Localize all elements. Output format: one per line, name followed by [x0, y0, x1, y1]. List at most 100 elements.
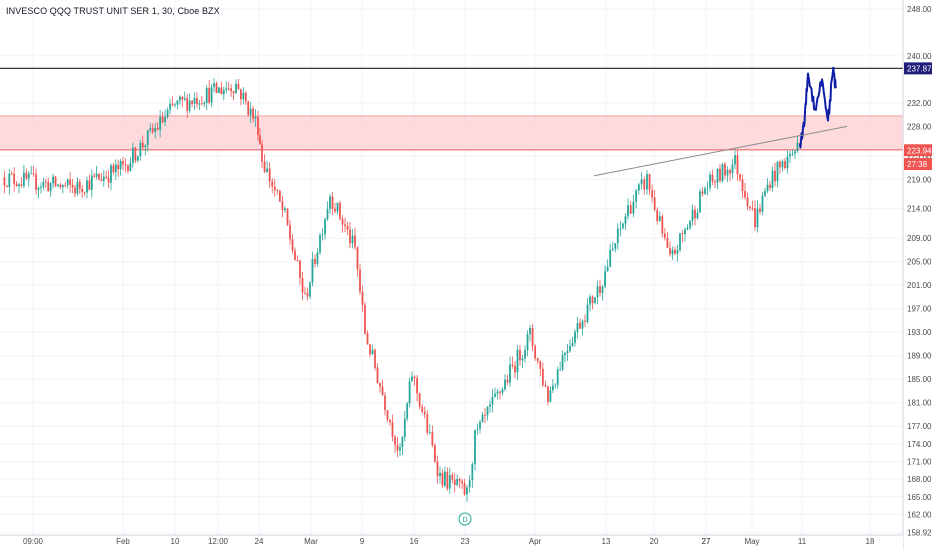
- price-badge-label: 223.94: [907, 146, 932, 155]
- candle-body: [237, 83, 240, 90]
- candle-body: [232, 91, 235, 94]
- candle-body: [721, 164, 724, 181]
- x-axis-background: [0, 535, 903, 550]
- candle-body: [200, 103, 203, 105]
- candle-body: [754, 208, 756, 228]
- x-tick-label: 16: [410, 537, 419, 546]
- candle-body: [741, 179, 744, 192]
- candle-body: [689, 220, 691, 228]
- candle-body: [83, 191, 86, 193]
- candle-body: [294, 250, 296, 261]
- candle-body: [263, 161, 266, 173]
- candle-body: [394, 436, 396, 445]
- projection-path: [799, 66, 837, 149]
- candle-body: [3, 177, 6, 186]
- candle-body: [604, 271, 606, 287]
- candle-body: [218, 87, 220, 93]
- candle-body: [759, 208, 761, 212]
- candle-body: [635, 190, 638, 202]
- candle-body: [674, 249, 676, 254]
- candle-body: [724, 164, 726, 176]
- candle-body: [411, 376, 413, 382]
- candle-body: [381, 386, 384, 396]
- candle-body: [376, 367, 379, 383]
- candle-body: [751, 207, 754, 209]
- candle-body: [453, 479, 456, 486]
- candle-body: [334, 208, 336, 212]
- y-tick-label: 205.00: [907, 258, 932, 267]
- candle-body: [268, 168, 271, 182]
- candle-body: [466, 487, 468, 495]
- candle-body: [144, 145, 147, 148]
- candle-body: [622, 223, 624, 228]
- candle-body: [95, 173, 98, 177]
- candle-body: [44, 181, 47, 183]
- candle-body: [504, 379, 506, 390]
- candle-body: [714, 181, 716, 183]
- candle-body: [66, 179, 69, 186]
- candle-body: [213, 83, 215, 88]
- y-axis-background: [903, 0, 932, 550]
- candle-body: [40, 186, 42, 188]
- candle-body: [93, 175, 96, 177]
- y-tick-label: 171.00: [907, 458, 932, 467]
- candle-body: [524, 349, 526, 359]
- candle-body: [117, 164, 120, 170]
- candle-body: [746, 197, 749, 207]
- candle-body: [731, 164, 734, 174]
- candle-body: [119, 161, 122, 170]
- candle-body: [225, 88, 228, 91]
- candle-body: [709, 174, 711, 188]
- candle-body: [686, 227, 689, 230]
- candle-body: [311, 258, 314, 283]
- price-badge: [904, 158, 932, 171]
- candle-body: [329, 196, 331, 210]
- candle-body: [286, 208, 289, 225]
- candle-body: [579, 322, 581, 329]
- candle-body: [463, 483, 466, 495]
- y-tick-label: 185.00: [907, 375, 932, 384]
- candle-body: [242, 92, 245, 100]
- candle-body: [259, 135, 261, 145]
- candle-body: [359, 269, 361, 292]
- candle-body: [289, 224, 291, 240]
- candle-body: [734, 155, 736, 165]
- candle-body: [534, 346, 537, 359]
- candle-body: [326, 209, 329, 220]
- candle-body: [178, 96, 181, 101]
- candle-body: [110, 165, 112, 183]
- candle-body: [421, 406, 424, 412]
- candle-body: [364, 304, 366, 334]
- dividend-marker-label: D: [462, 517, 467, 524]
- candle-body: [341, 218, 344, 225]
- candle-body: [651, 190, 654, 198]
- candle-body: [59, 184, 62, 188]
- y-tick-label: 168.00: [907, 475, 932, 484]
- candle-body: [559, 369, 562, 371]
- candle-body: [516, 349, 519, 373]
- candle-body: [252, 108, 255, 119]
- candle-body: [436, 461, 439, 477]
- candle-body: [471, 464, 474, 481]
- candle-body: [671, 249, 674, 255]
- candle-body: [486, 406, 489, 416]
- candle-body: [149, 128, 152, 131]
- candle-body: [203, 103, 206, 104]
- candle-body: [361, 291, 364, 305]
- candle-body: [154, 128, 157, 132]
- candle-body: [658, 216, 661, 221]
- candle-body: [159, 116, 162, 130]
- candle-body: [663, 233, 666, 238]
- candle-body: [771, 170, 774, 189]
- candle-body: [156, 128, 159, 130]
- candle-body: [729, 169, 731, 174]
- dividend-marker: [458, 512, 472, 526]
- candle-body: [210, 87, 213, 103]
- candle-body: [132, 147, 134, 164]
- candle-body: [531, 327, 534, 347]
- candle-body: [439, 472, 441, 477]
- candle-body: [599, 286, 601, 294]
- candle-body: [509, 364, 511, 383]
- candle-body: [706, 187, 709, 189]
